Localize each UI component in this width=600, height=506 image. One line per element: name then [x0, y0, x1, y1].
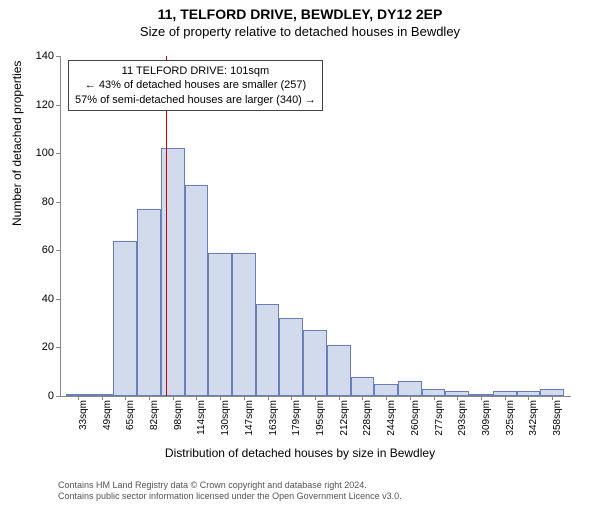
- footer-line-2: Contains public sector information licen…: [58, 491, 402, 502]
- x-tick-label: 325sqm: [505, 400, 516, 450]
- histogram-bar: [232, 253, 256, 396]
- x-tick-label: 49sqm: [102, 400, 113, 450]
- histogram-bar: [540, 389, 564, 396]
- x-tick-label: 163sqm: [268, 400, 279, 450]
- x-tick-label: 277sqm: [434, 400, 445, 450]
- y-tick-label: 60: [22, 244, 54, 256]
- histogram-bar: [327, 345, 351, 396]
- x-tick-label: 130sqm: [220, 400, 231, 450]
- y-tick-mark: [56, 250, 60, 251]
- y-tick-label: 0: [22, 390, 54, 402]
- y-tick-mark: [56, 153, 60, 154]
- histogram-bar: [256, 304, 280, 396]
- histogram-bar: [185, 185, 209, 396]
- x-tick-label: 228sqm: [362, 400, 373, 450]
- annotation-box: 11 TELFORD DRIVE: 101sqm ← 43% of detach…: [68, 60, 323, 111]
- x-tick-label: 195sqm: [315, 400, 326, 450]
- y-tick-mark: [56, 299, 60, 300]
- y-tick-label: 100: [22, 147, 54, 159]
- y-tick-label: 140: [22, 50, 54, 62]
- page-subtitle: Size of property relative to detached ho…: [0, 24, 600, 39]
- footer: Contains HM Land Registry data © Crown c…: [58, 480, 402, 502]
- x-tick-label: 244sqm: [386, 400, 397, 450]
- annotation-line-3: 57% of semi-detached houses are larger (…: [75, 93, 316, 107]
- histogram-bar: [374, 384, 398, 396]
- footer-line-1: Contains HM Land Registry data © Crown c…: [58, 480, 402, 491]
- x-tick-label: 179sqm: [291, 400, 302, 450]
- y-tick-mark: [56, 396, 60, 397]
- x-tick-label: 342sqm: [528, 400, 539, 450]
- histogram-bar: [398, 381, 422, 396]
- page-title: 11, TELFORD DRIVE, BEWDLEY, DY12 2EP: [0, 6, 600, 22]
- x-tick-label: 147sqm: [244, 400, 255, 450]
- y-tick-label: 120: [22, 99, 54, 111]
- y-tick-mark: [56, 347, 60, 348]
- y-tick-mark: [56, 56, 60, 57]
- x-axis-label: Distribution of detached houses by size …: [0, 446, 600, 460]
- x-tick-label: 82sqm: [149, 400, 160, 450]
- y-tick-mark: [56, 105, 60, 106]
- histogram-bar: [161, 148, 185, 396]
- y-tick-label: 40: [22, 293, 54, 305]
- histogram-bar: [208, 253, 232, 396]
- histogram-bar: [137, 209, 161, 396]
- x-tick-label: 212sqm: [339, 400, 350, 450]
- x-tick-label: 358sqm: [552, 400, 563, 450]
- x-tick-label: 309sqm: [481, 400, 492, 450]
- histogram-bar: [351, 377, 375, 396]
- x-tick-label: 65sqm: [125, 400, 136, 450]
- annotation-line-2: ← 43% of detached houses are smaller (25…: [75, 78, 316, 92]
- y-tick-label: 80: [22, 196, 54, 208]
- histogram-bar: [422, 389, 446, 396]
- y-tick-mark: [56, 202, 60, 203]
- annotation-line-1: 11 TELFORD DRIVE: 101sqm: [75, 64, 316, 78]
- histogram-bar: [113, 241, 137, 396]
- x-tick-label: 98sqm: [173, 400, 184, 450]
- x-tick-label: 260sqm: [410, 400, 421, 450]
- y-tick-label: 20: [22, 341, 54, 353]
- histogram-bar: [279, 318, 303, 396]
- x-tick-label: 33sqm: [78, 400, 89, 450]
- x-tick-label: 293sqm: [457, 400, 468, 450]
- chart-area: 020406080100120140 33sqm49sqm65sqm82sqm9…: [60, 56, 570, 396]
- histogram-bar: [303, 330, 327, 396]
- x-tick-label: 114sqm: [196, 400, 207, 450]
